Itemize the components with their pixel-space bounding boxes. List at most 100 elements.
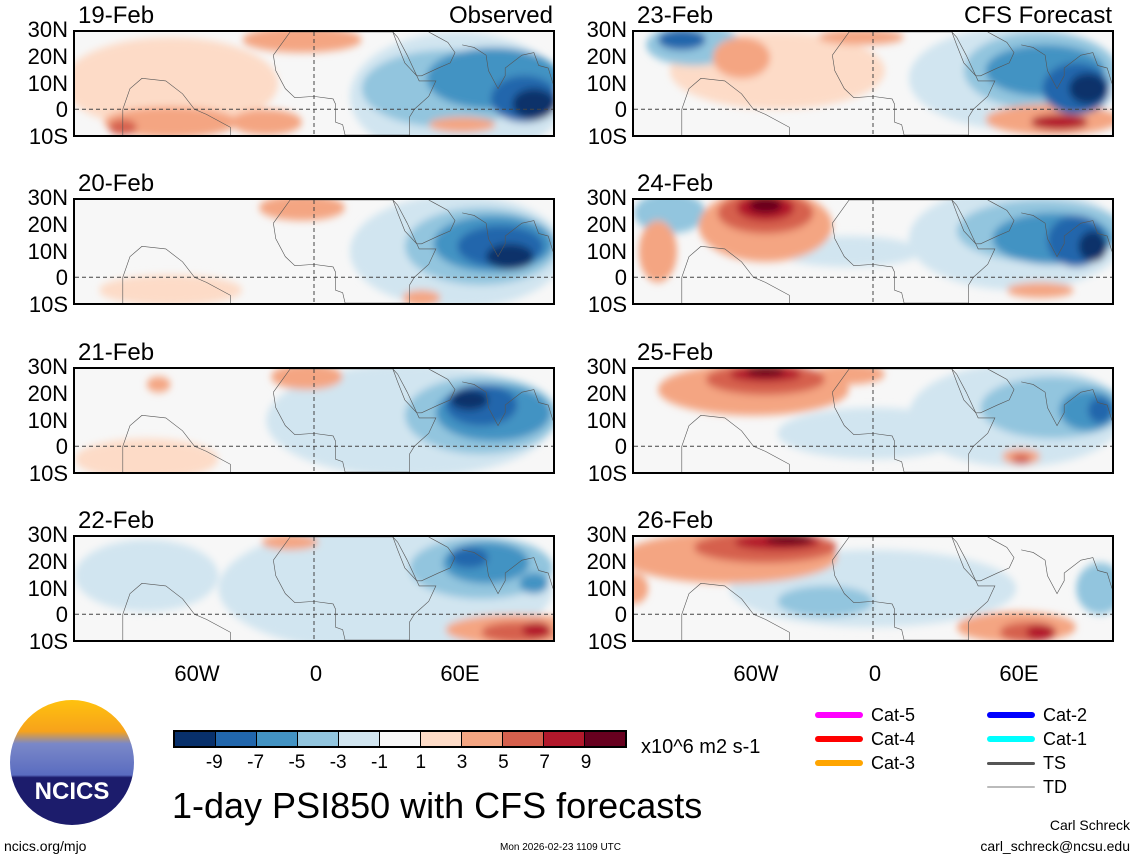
legend-item: TD xyxy=(987,777,1067,797)
ncics-link[interactable]: ncics.org/mjo xyxy=(4,838,87,854)
coastline xyxy=(952,32,1014,76)
anomaly-contour xyxy=(270,369,343,390)
anomaly-contour xyxy=(746,369,785,377)
coastline xyxy=(462,213,553,257)
timestamp: Mon 2026-02-23 1109 UTC xyxy=(500,842,621,853)
lon-label: 0 xyxy=(868,661,882,686)
coastline xyxy=(273,369,436,472)
psi850-anomaly-map xyxy=(75,200,553,303)
figure-title: 1-day PSI850 with CFS forecasts xyxy=(172,785,703,826)
track-line-swatch xyxy=(987,761,1035,765)
coastline xyxy=(952,369,1014,413)
anomaly-contour xyxy=(450,389,489,411)
lat-label: 30N xyxy=(586,522,627,547)
anomaly-contour xyxy=(765,537,814,545)
legend-label: TS xyxy=(1043,753,1067,773)
legend-item: Cat-3 xyxy=(815,753,915,773)
anomaly-contour xyxy=(75,37,279,130)
legend-label: Cat-1 xyxy=(1043,729,1088,749)
anomaly-contour xyxy=(230,109,303,135)
lat-label: 20N xyxy=(27,211,68,237)
track-line-swatch xyxy=(987,712,1035,718)
anomaly-contour xyxy=(242,32,362,53)
lat-label: 10N xyxy=(586,575,627,601)
coastline xyxy=(123,246,231,303)
map-panel-20-feb xyxy=(73,198,555,305)
colorbar-label: 3 xyxy=(456,752,468,773)
coastline xyxy=(123,415,231,472)
lat-label: 10S xyxy=(28,629,68,654)
anomaly-contour xyxy=(450,547,489,568)
colorbar-swatch xyxy=(339,732,380,746)
coastline xyxy=(462,382,553,426)
coastline xyxy=(682,78,790,135)
legend-label: Cat-2 xyxy=(1043,705,1088,725)
lat-label: 0 xyxy=(55,434,68,460)
coastline xyxy=(682,583,790,640)
legend-item: Cat-5 xyxy=(815,705,915,725)
map-panel-25-feb xyxy=(632,367,1114,474)
anomaly-contour xyxy=(146,376,171,393)
panel-date: 19-Feb xyxy=(78,2,155,29)
legend-item: TS xyxy=(987,753,1066,773)
track-line-swatch xyxy=(987,786,1035,788)
lat-label: 30N xyxy=(27,17,68,42)
anomaly-contour xyxy=(75,539,219,612)
coastline xyxy=(393,32,455,76)
anomaly-contour xyxy=(1030,114,1089,130)
psi850-anomaly-map xyxy=(75,32,553,135)
lat-label: 10S xyxy=(28,124,68,149)
logo-text: NCICS xyxy=(34,778,110,805)
lat-label: 10N xyxy=(27,575,68,601)
lon-label: 0 xyxy=(309,661,323,686)
map-panel-23-feb xyxy=(632,30,1114,137)
anomaly-contour xyxy=(521,621,551,638)
ncics-logo: NCICS xyxy=(10,700,134,825)
colorbar-swatch xyxy=(462,732,503,746)
colorbar-label: 7 xyxy=(539,752,550,773)
psi850-anomaly-map xyxy=(634,200,1112,303)
coastline xyxy=(682,246,790,303)
lon-label: 60E xyxy=(440,661,480,686)
anomaly-contour xyxy=(777,585,873,617)
anomaly-contour xyxy=(748,200,783,213)
coastline xyxy=(393,369,455,413)
map-panel-22-feb xyxy=(73,535,555,642)
lat-label: 0 xyxy=(614,265,627,291)
track-line-swatch xyxy=(815,712,863,718)
legend-item: Cat-1 xyxy=(987,729,1087,749)
coastline xyxy=(832,200,995,303)
anomaly-contour xyxy=(98,274,243,303)
anomaly-contour xyxy=(1006,282,1074,298)
anomaly-contour xyxy=(657,32,706,51)
legend-label: Cat-4 xyxy=(871,729,916,749)
lat-label: 0 xyxy=(55,265,68,291)
lat-label: 10S xyxy=(587,292,627,317)
anomaly-contour xyxy=(638,220,678,283)
lat-label: 20N xyxy=(27,548,68,574)
coastline xyxy=(952,200,1014,244)
panel-date: 22-Feb xyxy=(78,507,155,534)
coastline xyxy=(1021,45,1112,89)
anomaly-contour xyxy=(818,32,905,45)
legend-item: Cat-2 xyxy=(987,705,1087,725)
panel-date: 25-Feb xyxy=(637,339,714,366)
map-panel-24-feb xyxy=(632,198,1114,305)
coastline xyxy=(273,537,436,640)
lat-label: 20N xyxy=(586,548,627,574)
lon-label: 60E xyxy=(999,661,1039,686)
coastline xyxy=(393,537,455,581)
colorbar-swatch xyxy=(175,732,216,746)
lat-label: 30N xyxy=(586,17,627,42)
psi850-anomaly-map xyxy=(75,537,553,640)
anomaly-contour xyxy=(259,200,346,221)
colorbar-label: 1 xyxy=(415,752,427,773)
coastline xyxy=(393,200,455,244)
author-email: carl_schreck@ncsu.edu xyxy=(980,838,1130,854)
lat-label: 30N xyxy=(27,522,68,547)
lat-label: 0 xyxy=(614,434,627,460)
lat-label: 20N xyxy=(27,43,68,69)
lat-label: 0 xyxy=(614,602,627,628)
anomaly-contour xyxy=(813,369,885,385)
